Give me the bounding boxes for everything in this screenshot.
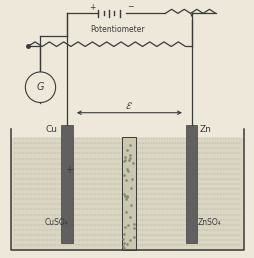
Bar [61,125,72,243]
Bar [121,137,135,250]
Text: −: − [127,3,133,12]
Bar [11,138,243,250]
Text: +: + [89,3,95,12]
Text: G: G [37,82,44,92]
Text: ZnSO₄: ZnSO₄ [197,218,220,227]
Bar [185,125,197,243]
Circle shape [25,72,55,102]
Text: $\mathcal{E}$: $\mathcal{E}$ [125,100,133,111]
Text: Potentiometer: Potentiometer [90,26,144,34]
Text: CuSO₄: CuSO₄ [45,218,69,227]
Text: Cu: Cu [46,125,58,134]
Text: Zn: Zn [199,125,211,134]
Text: +: + [65,165,73,175]
